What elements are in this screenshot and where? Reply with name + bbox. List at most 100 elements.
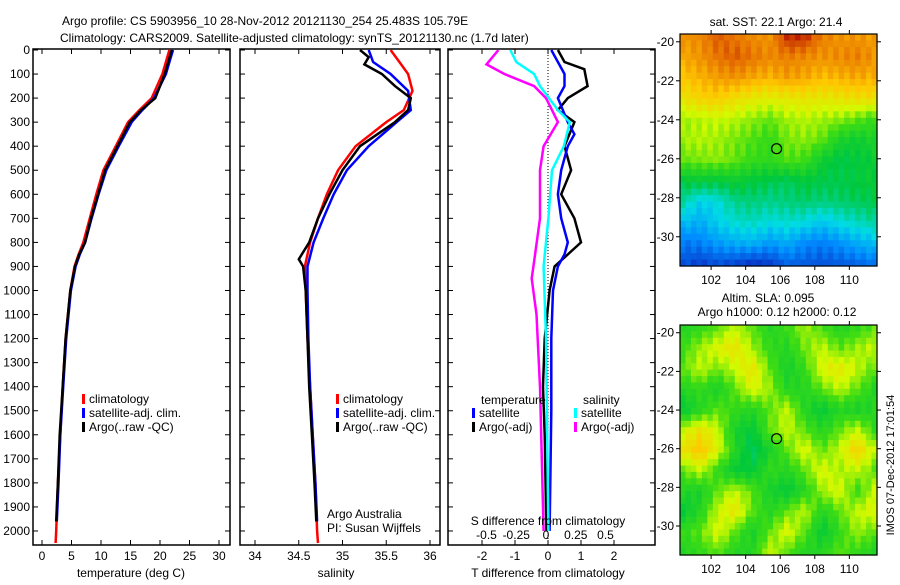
heatmap-cell (816, 433, 823, 441)
heatmap-cell (794, 344, 801, 352)
heatmap-cell (696, 523, 703, 531)
heatmap-cell (701, 201, 708, 209)
heatmap-cell (751, 85, 758, 93)
y-tick-label: 1100 (4, 308, 30, 322)
heatmap-cell (767, 59, 774, 67)
heatmap-cell (866, 510, 873, 518)
heatmap-cell (794, 214, 801, 222)
heatmap-cell (833, 337, 840, 345)
heatmap-cell (729, 98, 736, 106)
heatmap-cell (838, 452, 845, 460)
heatmap-cell (701, 510, 708, 518)
heatmap-cell (833, 427, 840, 435)
heatmap-cell (685, 452, 692, 460)
heatmap-cell (871, 66, 878, 74)
heatmap-cell (811, 478, 818, 486)
heatmap-cell (745, 363, 752, 371)
heatmap-cell (778, 401, 785, 409)
heatmap-cell (756, 92, 763, 100)
heatmap-cell (723, 452, 730, 460)
heatmap-cell (816, 325, 823, 332)
heatmap-cell (838, 117, 845, 125)
heatmap-cell (860, 246, 867, 254)
heatmap-cell (729, 85, 736, 93)
heatmap-cell (838, 137, 845, 145)
heatmap-cell (701, 104, 708, 112)
heatmap-cell (696, 220, 703, 228)
heatmap-cell (811, 542, 818, 550)
heatmap-cell (866, 350, 873, 358)
heatmap-cell (690, 331, 698, 339)
heatmap-cell (827, 344, 834, 352)
heatmap-cell (756, 195, 763, 203)
heatmap-cell (712, 401, 719, 409)
heatmap-cell (734, 59, 741, 67)
heatmap-cell (723, 162, 730, 170)
heatmap-cell (690, 214, 698, 222)
heatmap-cell (707, 414, 714, 422)
heatmap-cell (811, 104, 818, 112)
heatmap-cell (690, 376, 698, 384)
heatmap-cell (811, 350, 818, 358)
heatmap-cell (866, 484, 873, 492)
heatmap-cell (718, 240, 725, 248)
heatmap-cell (838, 169, 845, 177)
heatmap-cell (871, 548, 878, 556)
heatmap-cell (778, 46, 785, 54)
heatmap-cell (773, 433, 780, 441)
heatmap-cell (734, 259, 741, 267)
heatmap-cell (767, 465, 774, 473)
heatmap-cell (773, 356, 780, 364)
heatmap-cell (718, 259, 725, 267)
heatmap-cell (871, 446, 878, 454)
heatmap-cell (740, 516, 747, 524)
heatmap-cell (685, 227, 692, 235)
heatmap-cell (871, 510, 878, 518)
heatmap-cell (849, 548, 856, 556)
heatmap-cell (805, 446, 812, 454)
heatmap-cell (855, 344, 862, 352)
heatmap-cell (871, 516, 878, 524)
heatmap-cell (805, 433, 812, 441)
heatmap-cell (849, 72, 856, 80)
heatmap-cell (794, 143, 801, 151)
heatmap-cell (866, 503, 873, 511)
heatmap-cell (712, 363, 719, 371)
heatmap-cell (718, 117, 725, 125)
heatmap-cell (756, 376, 763, 384)
heatmap-cell (794, 497, 801, 505)
heatmap-cell (844, 130, 851, 138)
heatmap-cell (855, 175, 862, 183)
heatmap-cell (778, 388, 785, 396)
heatmap-cell (816, 66, 823, 74)
heatmap-cell (860, 382, 867, 390)
y-tick-label: 2000 (3, 524, 30, 538)
heatmap-cell (751, 137, 758, 145)
heatmap-cell (740, 535, 747, 543)
heatmap-cell (762, 208, 769, 216)
heatmap-cell (690, 516, 698, 524)
heatmap-cell (718, 363, 725, 371)
heatmap-cell (816, 344, 823, 352)
heatmap-cell (751, 337, 758, 345)
heatmap-cell (690, 433, 698, 441)
heatmap-cell (680, 542, 687, 550)
heatmap-cell (827, 440, 834, 447)
heatmap-cell (718, 420, 725, 428)
heatmap-cell (696, 246, 703, 254)
heatmap-cell (833, 363, 840, 371)
heatmap-cell (767, 395, 774, 403)
heatmap-cell (734, 529, 741, 537)
heatmap-cell (827, 137, 834, 145)
heatmap-cell (860, 46, 867, 54)
heatmap-cell (680, 156, 687, 164)
heatmap-cell (778, 98, 785, 106)
heatmap-cell (718, 143, 725, 151)
heatmap-cell (773, 175, 780, 183)
heatmap-cell (723, 350, 730, 358)
heatmap-cell (745, 382, 752, 390)
heatmap-cell (745, 104, 752, 112)
heatmap-cell (680, 420, 687, 428)
heatmap-cell (833, 124, 840, 132)
heatmap-cell (751, 104, 758, 112)
